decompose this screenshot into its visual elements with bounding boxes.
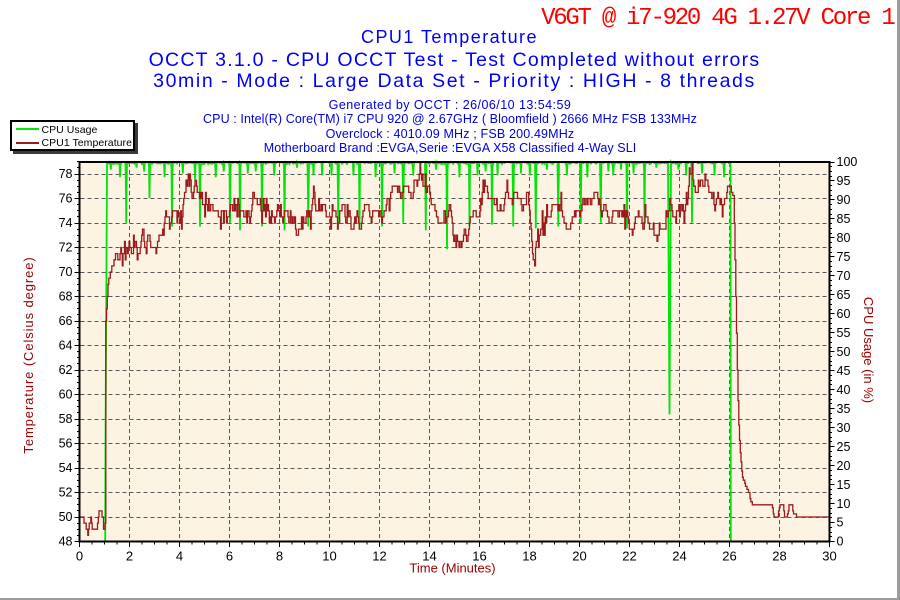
svg-text:20: 20	[572, 549, 586, 564]
svg-text:10: 10	[837, 497, 851, 511]
svg-text:28: 28	[772, 549, 786, 564]
svg-text:24: 24	[672, 549, 686, 564]
svg-text:0: 0	[837, 535, 844, 549]
svg-text:12: 12	[372, 549, 386, 564]
svg-text:50: 50	[59, 510, 73, 524]
svg-text:22: 22	[622, 549, 636, 564]
svg-text:76: 76	[59, 192, 73, 206]
svg-text:Temperature (Celsius degree): Temperature (Celsius degree)	[21, 256, 36, 453]
svg-text:72: 72	[59, 241, 73, 255]
svg-text:58: 58	[59, 412, 73, 426]
svg-text:60: 60	[837, 307, 851, 321]
svg-text:65: 65	[837, 288, 851, 302]
svg-text:74: 74	[59, 216, 73, 230]
svg-text:35: 35	[837, 402, 851, 416]
svg-text:64: 64	[59, 339, 73, 353]
svg-text:30: 30	[822, 549, 836, 564]
svg-text:0: 0	[76, 549, 83, 564]
svg-text:16: 16	[472, 549, 486, 564]
svg-text:80: 80	[837, 231, 851, 245]
svg-text:78: 78	[59, 167, 73, 181]
svg-text:68: 68	[59, 290, 73, 304]
svg-text:18: 18	[522, 549, 536, 564]
svg-text:95: 95	[837, 174, 851, 188]
svg-text:CPU Usage (in %): CPU Usage (in %)	[861, 297, 876, 403]
svg-text:15: 15	[837, 478, 851, 492]
svg-text:100: 100	[837, 155, 858, 169]
svg-text:Time (Minutes): Time (Minutes)	[409, 561, 495, 576]
svg-text:20: 20	[837, 459, 851, 473]
svg-text:60: 60	[59, 388, 73, 402]
svg-text:8: 8	[276, 549, 283, 564]
svg-text:70: 70	[59, 265, 73, 279]
svg-text:5: 5	[837, 516, 844, 530]
svg-text:54: 54	[59, 461, 73, 475]
svg-text:6: 6	[226, 549, 233, 564]
svg-text:62: 62	[59, 363, 73, 377]
svg-text:14: 14	[422, 549, 436, 564]
svg-text:70: 70	[837, 269, 851, 283]
svg-text:90: 90	[837, 193, 851, 207]
svg-text:2: 2	[126, 549, 133, 564]
svg-text:66: 66	[59, 314, 73, 328]
svg-text:56: 56	[59, 437, 73, 451]
svg-text:10: 10	[322, 549, 336, 564]
svg-text:85: 85	[837, 212, 851, 226]
svg-text:40: 40	[837, 383, 851, 397]
svg-text:55: 55	[837, 326, 851, 340]
svg-text:52: 52	[59, 486, 73, 500]
svg-text:48: 48	[59, 535, 73, 549]
svg-text:26: 26	[722, 549, 736, 564]
svg-text:4: 4	[176, 549, 183, 564]
svg-text:75: 75	[837, 250, 851, 264]
svg-text:45: 45	[837, 364, 851, 378]
svg-text:50: 50	[837, 345, 851, 359]
svg-text:25: 25	[837, 440, 851, 454]
svg-text:30: 30	[837, 421, 851, 435]
